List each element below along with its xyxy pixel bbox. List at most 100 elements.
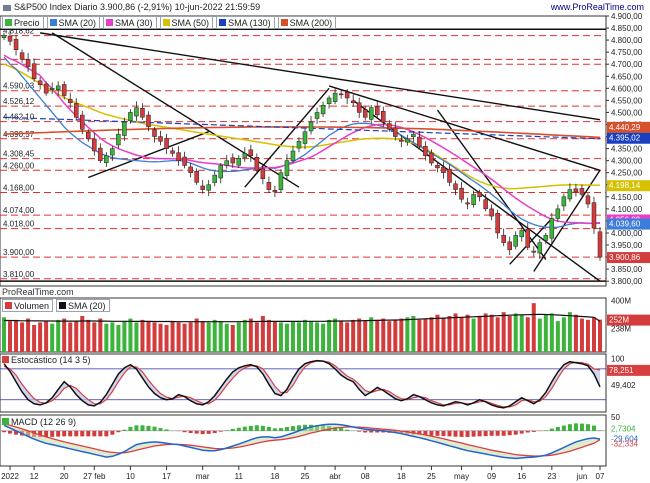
candle — [176, 152, 181, 161]
tag-sma50-bg — [607, 180, 650, 192]
macd-histogram-bar — [152, 426, 157, 431]
candle — [182, 156, 187, 166]
volume-bar — [206, 322, 211, 352]
volume-bar — [20, 322, 25, 352]
macd-histogram-bar — [471, 430, 476, 437]
volume-bar — [477, 316, 482, 352]
volume-bar — [585, 319, 590, 352]
macd-histogram-bar — [182, 430, 187, 433]
legend-sma20[interactable]: SMA (20) — [46, 16, 101, 29]
legend-volume[interactable]: Volumen — [2, 299, 54, 312]
volume-bar — [134, 322, 139, 352]
level-label: 4.818,62 — [3, 27, 35, 36]
legend-sma130[interactable]: SMA (130) — [216, 16, 275, 29]
volume-bar — [44, 321, 49, 352]
candle — [7, 35, 13, 42]
y-tick-label: 4.800,00 — [611, 36, 643, 45]
volume-bar — [80, 316, 85, 352]
volume-bar — [381, 318, 386, 352]
volume-bar — [200, 321, 205, 352]
window-menu-icon[interactable] — [3, 5, 11, 11]
volume-bar — [598, 319, 602, 352]
tag-sma130: 4.395,02 — [609, 134, 641, 143]
candle — [164, 138, 169, 149]
volume-bar — [555, 321, 560, 352]
volume-bar — [351, 319, 356, 352]
macd-histogram-bar — [495, 430, 500, 436]
volume-bar — [50, 323, 55, 352]
macd-histogram-bar — [303, 424, 308, 431]
volume-bar — [236, 322, 241, 352]
macd-histogram-bar — [423, 430, 428, 435]
volume-bar — [26, 318, 31, 352]
candle — [116, 133, 121, 146]
legend-price[interactable]: Precio — [2, 16, 44, 29]
legend-vol-sma20[interactable]: SMA (20) — [56, 299, 110, 312]
candle — [362, 109, 368, 118]
vol-sma20-swatch-icon — [59, 302, 67, 309]
volume-bar — [128, 318, 133, 352]
macd-histogram-bar — [116, 430, 121, 433]
macd-histogram-bar — [483, 430, 488, 437]
candle — [86, 131, 91, 140]
candle — [332, 92, 338, 102]
legend-label: SMA (20) — [58, 17, 97, 28]
y-tick-label: 4.550,00 — [611, 96, 643, 105]
volume-bar — [303, 319, 308, 352]
macd-panel: 50 2,7304-29,604-32,334 — [0, 413, 639, 467]
sma30-line — [3, 54, 601, 225]
macd-histogram-bar — [212, 430, 217, 434]
macd-histogram-bar — [339, 428, 344, 431]
candle — [585, 195, 591, 205]
x-tick-label: 25 — [427, 472, 436, 481]
volume-bar — [290, 321, 295, 352]
y-tick-label: 4.350,00 — [611, 145, 643, 154]
candle — [284, 160, 290, 176]
sma200-line — [3, 126, 601, 139]
volume-bar — [296, 322, 301, 352]
legend-label: SMA (130) — [228, 17, 271, 28]
legend-sma200[interactable]: SMA (200) — [277, 16, 337, 29]
macd-histogram-bar — [50, 430, 55, 437]
volume-bar — [122, 321, 127, 352]
volume-bar — [459, 317, 464, 352]
site-link[interactable]: www.ProRealTime.com — [550, 2, 644, 12]
stochastic-legend: Estocástico (14 3 5) — [2, 354, 91, 365]
legend-label: Volumen — [14, 300, 50, 311]
macd-histogram-bar — [543, 430, 548, 431]
macd-value: -29,604 — [611, 435, 639, 444]
volume-bar — [375, 319, 380, 352]
x-tick-label: may — [454, 472, 469, 481]
stoch-tick-label: 100 — [611, 355, 625, 364]
volume-bar — [146, 321, 151, 352]
volume-bar — [465, 314, 470, 352]
volume-bar — [170, 321, 175, 352]
macd-histogram-bar — [507, 430, 512, 436]
macd-histogram-bar — [80, 430, 85, 437]
volume-bar — [453, 313, 458, 352]
macd-histogram-bar — [158, 428, 163, 431]
volume-bar — [495, 317, 500, 352]
macd-histogram-bar — [8, 430, 13, 434]
candle — [344, 91, 350, 99]
y-tick-label: 4.750,00 — [611, 48, 643, 57]
volume-bar — [525, 317, 530, 352]
macd-histogram-bar — [477, 430, 482, 437]
candle — [465, 202, 470, 205]
macd-histogram-bar — [128, 426, 133, 431]
candle — [146, 114, 151, 128]
candle — [459, 187, 464, 200]
tag-sma20: 4.039,60 — [609, 220, 641, 229]
legend-label: SMA (20) — [68, 300, 106, 311]
candle — [170, 150, 175, 154]
legend-macd[interactable]: MACD (12 26 9) — [2, 416, 76, 427]
legend-sma30[interactable]: SMA (30) — [103, 16, 157, 29]
candle — [55, 85, 61, 91]
volume-bar — [218, 321, 223, 352]
legend-stochastic[interactable]: Estocástico (14 3 5) — [2, 354, 91, 365]
tag-stoch-d-bg — [607, 364, 650, 376]
macd-histogram-bar — [513, 430, 518, 435]
legend-sma50[interactable]: SMA (50) — [159, 16, 214, 29]
volume-bar — [573, 314, 578, 352]
level-label: 4.308,45 — [3, 150, 35, 159]
